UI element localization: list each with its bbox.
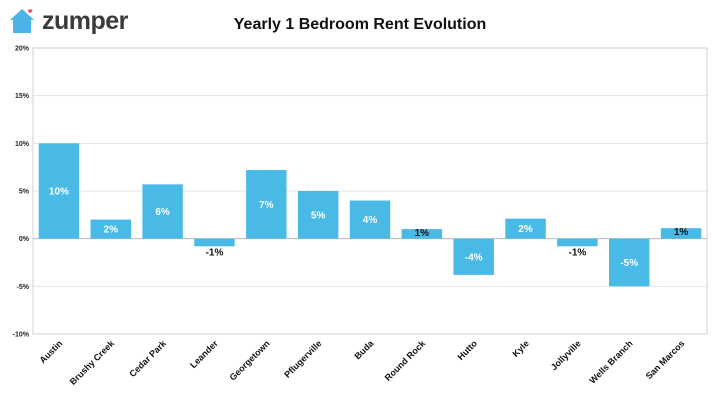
bar-round-rock [401,229,443,239]
x-category-label: Round Rock [383,338,428,383]
bar-kyle [505,218,546,239]
x-category-label: Buda [352,338,376,362]
data-label: 5% [311,210,326,221]
bar-leander [194,238,235,247]
data-label: 4% [363,215,378,226]
bar-georgetown [246,170,287,239]
x-category-label: Austin [37,338,64,365]
bar-buda [349,200,391,239]
data-label: 1% [674,227,689,238]
data-label: 10% [49,187,69,198]
bar-brushy-creek [90,219,131,239]
zumper-logo: zumper [7,6,128,36]
chart-title: Yearly 1 Bedroom Rent Evolution [233,16,487,33]
x-category-labels: Austin Brushy Creek Cedar Park Leander Georg… [37,338,686,387]
y-tick-label: -10% [13,332,30,339]
data-label: -4% [465,252,483,263]
data-label: -1% [206,247,224,258]
bar-pflugerville [297,191,339,239]
x-category-label: Jollyville [549,338,583,372]
bar-austin [38,143,80,239]
x-category-label: Brushy Creek [68,338,117,387]
x-category-label: San Marcos [644,338,687,381]
data-labels: 10% 2% 6% -1% 7% 5% 4% 1% -4% 2% -1% -5% 1% [49,187,688,270]
bar-hutto [453,238,494,275]
bar-jollyville [557,238,598,247]
data-label: 2% [104,225,119,236]
y-tick-label: 10% [15,141,30,148]
data-label: -1% [568,247,586,258]
y-tick-label: 0% [19,236,30,243]
x-category-label: Pflugerville [282,338,323,379]
x-category-label: Kyle [510,338,531,359]
house-heart-icon [10,9,34,33]
gridlines [33,47,707,335]
bar-wells-branch [609,238,650,287]
bar-cedar-park [142,184,183,239]
x-category-label: Wells Branch [587,338,634,385]
plot-border [32,47,708,335]
bars [38,143,702,287]
x-category-label: Leander [188,338,220,370]
data-label: 6% [155,207,170,218]
y-tick-label: 20% [15,46,30,53]
bar-san-marcos [660,228,702,239]
data-label: 1% [415,228,430,239]
y-tick-label: 15% [15,93,30,100]
y-tick-label: 5% [19,189,30,196]
y-tick-labels: -10% -5% 0% 5% 10% 15% 20% [13,46,30,339]
x-category-label: Hutto [455,338,479,362]
brand-name: zumper [42,6,128,35]
data-label: 2% [518,224,533,235]
x-category-label: Georgetown [228,338,272,382]
x-category-label: Cedar Park [127,338,168,379]
data-label: 7% [259,200,274,211]
y-tick-label: -5% [17,284,30,291]
data-label: -5% [620,258,638,269]
